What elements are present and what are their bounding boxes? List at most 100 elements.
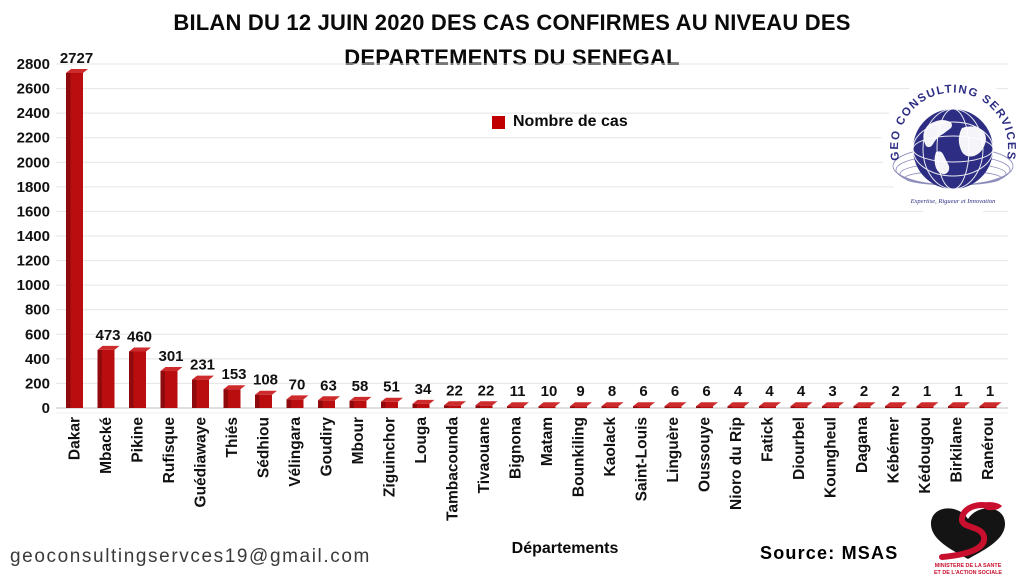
x-tick-label: Fatick — [760, 417, 777, 462]
x-tick-label: Ranérou — [980, 417, 997, 480]
legend-label: Nombre de cas — [513, 113, 628, 130]
bar-top — [223, 385, 246, 390]
bar — [570, 406, 587, 408]
y-tick-label: 1800 — [17, 179, 50, 196]
geo-consulting-logo: GEO CONSULTING SERVICES Expertise, Rigue… — [881, 74, 1024, 216]
bar-top — [444, 401, 466, 406]
bar — [507, 406, 524, 408]
bar-value-label: 9 — [576, 383, 584, 400]
x-tick-label: Guédiawaye — [193, 417, 210, 508]
bar-value-label: 6 — [639, 383, 647, 400]
bar — [885, 406, 902, 408]
bar-shade — [286, 399, 291, 408]
bar-value-label: 8 — [608, 383, 616, 400]
bar-value-label: 4 — [734, 383, 743, 400]
contact-email: geoconsultingservces19@gmail.com — [10, 546, 371, 567]
bar — [696, 406, 713, 408]
y-tick-label: 1600 — [17, 203, 50, 220]
x-tick-label: Dagana — [854, 417, 871, 473]
x-axis-title: Départements — [511, 540, 619, 557]
bar-shade — [97, 349, 102, 408]
y-tick-label: 200 — [25, 375, 50, 392]
msas-logo-text-line1: MINISTERE DE LA SANTE — [935, 563, 1002, 569]
bar — [349, 400, 367, 408]
bar-value-label: 1 — [986, 383, 994, 400]
x-tick-label: Vélingara — [287, 417, 304, 487]
bar-value-label: 6 — [702, 383, 710, 400]
y-tick-label: 1400 — [17, 228, 50, 245]
bar-top — [853, 402, 876, 407]
x-tick-label: Rufisque — [161, 417, 178, 484]
bar-value-label: 2727 — [60, 50, 93, 67]
chart-legend: Nombre de cas — [492, 113, 628, 131]
bar-value-label: 2 — [891, 383, 899, 400]
bar-shade — [664, 406, 669, 408]
bar — [664, 406, 682, 408]
x-tick-label: Nioro du Rip — [728, 417, 745, 510]
bar-shade — [979, 406, 984, 408]
bar — [790, 406, 808, 408]
bar-top — [160, 367, 183, 372]
bar-value-label: 6 — [671, 383, 679, 400]
x-tick-label: Tivaouane — [476, 417, 493, 494]
bar — [412, 403, 430, 408]
x-tick-label: Mbour — [350, 417, 367, 464]
bar — [822, 406, 839, 408]
bar-value-label: 10 — [541, 383, 558, 400]
bar-value-label: 22 — [478, 382, 495, 399]
bar — [601, 406, 619, 408]
snake-head-icon — [983, 502, 1002, 511]
source-credit: Source: MSAS — [760, 543, 899, 563]
bar-top — [381, 397, 403, 402]
bar-top — [885, 402, 907, 407]
bar-top — [916, 402, 939, 407]
chart-title-line2: DEPARTEMENTS DU SENEGAL — [344, 45, 680, 71]
x-tick-label: Sédhiou — [256, 417, 273, 478]
logo-tagline: Expertise, Rigueur et Innovation — [910, 198, 996, 205]
bar-shade — [570, 406, 575, 408]
bar-shade — [160, 371, 165, 408]
bar-top — [349, 396, 372, 401]
bar-value-label: 301 — [158, 348, 183, 365]
bar-shade — [381, 401, 386, 408]
x-tick-label: Thiés — [224, 417, 241, 457]
bar-shade — [538, 406, 543, 408]
bar-value-label: 4 — [797, 383, 806, 400]
bar-top — [822, 402, 844, 407]
heart-icon — [930, 508, 1006, 559]
x-tick-label: Oussouye — [697, 417, 714, 492]
bar-shade — [601, 406, 606, 408]
bar — [633, 406, 650, 408]
msas-logo-text-line2: ET DE L'ACTION SOCIALE — [934, 570, 1002, 576]
bar-top — [759, 402, 781, 407]
bar-shade — [759, 406, 764, 408]
bar-shade — [853, 406, 858, 408]
x-tick-label: Pikine — [130, 417, 147, 463]
bar-value-label: 4 — [765, 383, 774, 400]
bar-top — [601, 402, 624, 407]
x-tick-label: Kaolack — [602, 417, 619, 477]
snake-icon — [939, 502, 993, 560]
bar — [381, 401, 398, 408]
y-tick-label: 1200 — [17, 253, 50, 270]
bar-value-label: 63 — [320, 377, 337, 394]
bar-top — [318, 396, 340, 401]
chart-title-line1: BILAN DU 12 JUIN 2020 DES CAS CONFIRMES … — [173, 10, 851, 35]
bar-shade — [192, 379, 197, 408]
bar-top — [538, 402, 561, 407]
bar-shade — [790, 406, 795, 408]
y-tick-label: 2600 — [17, 81, 50, 98]
x-tick-label: Dakar — [67, 417, 84, 460]
x-tick-label: Bounkiling — [571, 417, 588, 497]
x-tick-label: Matam — [539, 417, 556, 466]
bar-value-label: 3 — [828, 383, 836, 400]
bar — [538, 406, 556, 408]
bar-top — [696, 402, 718, 407]
bar-top — [633, 402, 655, 407]
bar-value-label: 108 — [253, 372, 278, 389]
bar — [318, 400, 335, 408]
bar-top — [66, 68, 88, 73]
bar-value-label: 460 — [127, 328, 152, 345]
